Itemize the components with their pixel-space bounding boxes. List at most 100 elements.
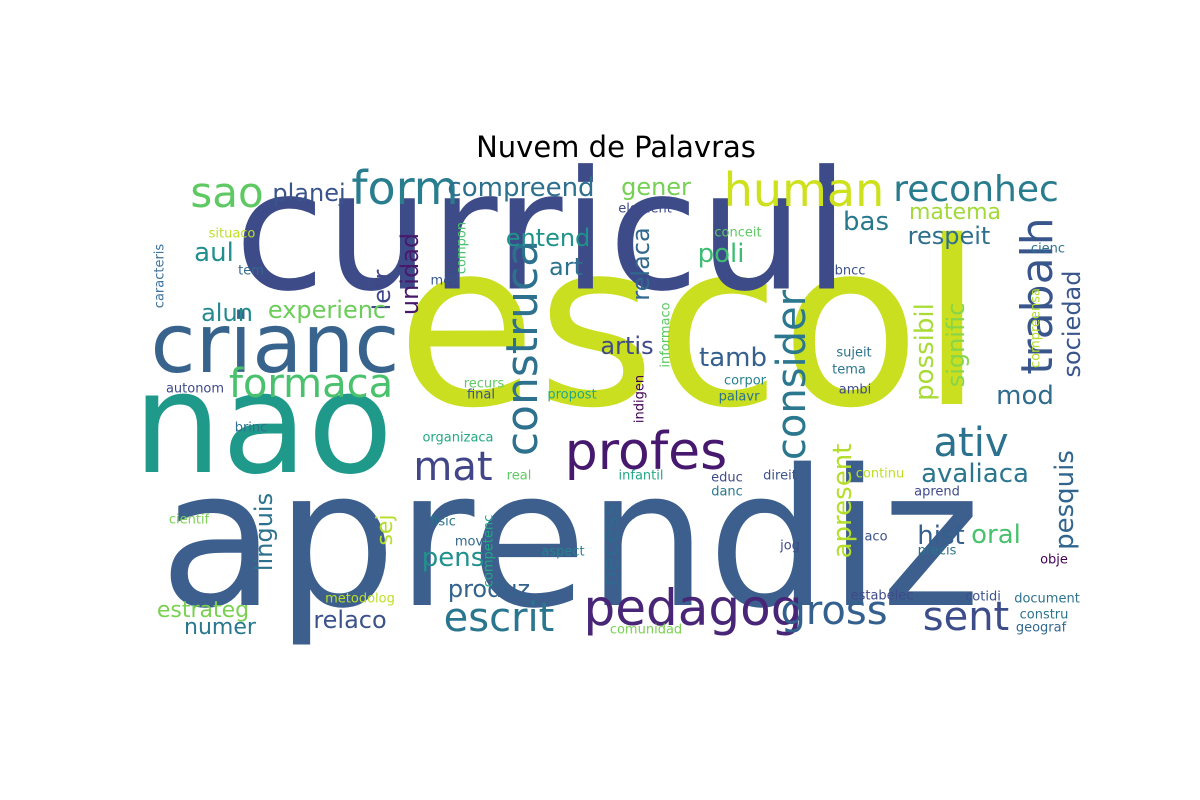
cloud-word: crianc <box>150 297 400 392</box>
cloud-word: mov <box>454 534 484 550</box>
cloud-word: entend <box>505 224 591 252</box>
cloud-word: sujeit <box>836 345 872 361</box>
cloud-word: caracteris <box>152 243 168 309</box>
cloud-word: sociedad <box>1058 270 1086 378</box>
cloud-word: mat <box>413 444 493 490</box>
cloud-word: signific <box>942 302 970 388</box>
cloud-word: apresent <box>828 443 858 559</box>
cloud-word: cotidi <box>965 589 1001 605</box>
cloud-word: pedagog <box>583 579 803 637</box>
cloud-word: informaco <box>658 302 674 368</box>
cloud-word: aprendiz <box>159 429 981 650</box>
cloud-word: propost <box>547 387 597 403</box>
cloud-word: estrateg <box>156 598 250 623</box>
cloud-word: consider <box>769 289 815 461</box>
cloud-word: gross <box>780 588 888 634</box>
cloud-word: mod <box>996 381 1054 411</box>
cloud-word: aul <box>194 238 234 268</box>
page-title: Nuvem de Palavras <box>476 130 756 164</box>
cloud-word: recurs <box>463 376 505 392</box>
cloud-word: final <box>466 387 496 403</box>
cloud-word: tamb <box>699 343 767 373</box>
cloud-word: autonom <box>165 381 225 397</box>
cloud-word: pens <box>421 543 485 573</box>
cloud-word: form <box>351 161 459 215</box>
cloud-word: construca <box>497 239 548 457</box>
cloud-word: cientif <box>168 512 210 528</box>
cloud-word: infantil <box>618 468 664 484</box>
cloud-word: indigen <box>632 374 648 424</box>
cloud-word: compon <box>454 221 470 275</box>
cloud-word: aprend <box>914 484 960 500</box>
cloud-word: gener <box>621 173 691 201</box>
cloud-word: bncc <box>834 263 866 279</box>
cloud-word: poli <box>697 239 745 269</box>
cloud-word: geograf <box>1015 620 1067 636</box>
cloud-word: compreend <box>447 173 595 203</box>
cloud-word: produz <box>447 575 531 603</box>
cloud-word: aco <box>864 529 888 545</box>
cloud-word: real <box>506 468 532 484</box>
cloud-word: formaca <box>228 361 394 407</box>
cloud-word: organizaca <box>422 430 494 446</box>
cloud-word: oral <box>971 520 1021 550</box>
cloud-word: bas <box>843 207 889 237</box>
cloud-word: hist <box>917 521 965 551</box>
cloud-word: ativ <box>933 420 1009 466</box>
cloud-word: profes <box>564 422 728 482</box>
cloud-word: conceit <box>714 225 762 241</box>
cloud-word: relaco <box>313 606 387 634</box>
cloud-word: pesquis <box>1050 450 1080 550</box>
cloud-word: brinc <box>234 420 268 436</box>
cloud-word: relaca <box>627 227 655 301</box>
cloud-word: linguis <box>250 492 278 572</box>
cloud-word: compreensa <box>1028 287 1044 369</box>
cloud-word: precis <box>917 543 957 559</box>
cloud-word: cienc <box>1030 241 1066 257</box>
cloud-word: experienc <box>267 296 387 324</box>
cloud-word: escol <box>396 192 984 458</box>
cloud-word: planej <box>272 179 346 207</box>
cloud-word: metodolog <box>325 591 395 607</box>
cloud-word: comunidad <box>609 622 683 638</box>
cloud-word: palavr <box>718 389 760 405</box>
cloud-word: necess <box>596 503 624 587</box>
cloud-word: art <box>549 253 583 281</box>
cloud-word: sej <box>373 514 398 546</box>
cloud-word: med <box>430 273 460 289</box>
cloud-word: reconhec <box>893 169 1059 210</box>
cloud-word: nao <box>132 343 394 506</box>
cloud-word: competenc <box>481 514 497 588</box>
cloud-word: escrit <box>443 595 555 641</box>
cloud-word: ambi <box>838 382 872 398</box>
cloud-word: artis <box>600 332 654 360</box>
cloud-word: curricul <box>234 135 850 328</box>
cloud-word: avaliaca <box>921 459 1029 489</box>
cloud-word: tema <box>832 362 866 378</box>
cloud-word: jog <box>780 538 800 554</box>
cloud-word: corpor <box>724 373 766 389</box>
cloud-word: element <box>618 201 672 217</box>
cloud-word: tem <box>238 263 264 279</box>
cloud-word: fisic <box>430 514 456 530</box>
cloud-word: continu <box>855 466 905 482</box>
cloud-word: matema <box>909 200 1001 225</box>
cloud-word: obje <box>1040 552 1068 568</box>
cloud-word: sao <box>190 168 264 217</box>
cloud-word: estabelec <box>850 588 914 604</box>
cloud-word: unidad <box>396 232 424 316</box>
cloud-word: educ <box>711 470 743 486</box>
cloud-word: numer <box>184 615 256 640</box>
cloud-word: human <box>723 163 885 217</box>
cloud-word: situaco <box>208 226 256 242</box>
cloud-word: direit <box>763 468 797 484</box>
cloud-word: document <box>1014 591 1080 607</box>
cloud-word: alun <box>201 299 253 327</box>
cloud-word: danc <box>711 484 743 500</box>
cloud-word: constru <box>1019 607 1069 623</box>
cloud-word: possibil <box>910 303 940 401</box>
cloud-word: aspect <box>541 544 585 560</box>
cloud-word: sent <box>922 594 1010 640</box>
cloud-word: respeit <box>907 222 991 250</box>
